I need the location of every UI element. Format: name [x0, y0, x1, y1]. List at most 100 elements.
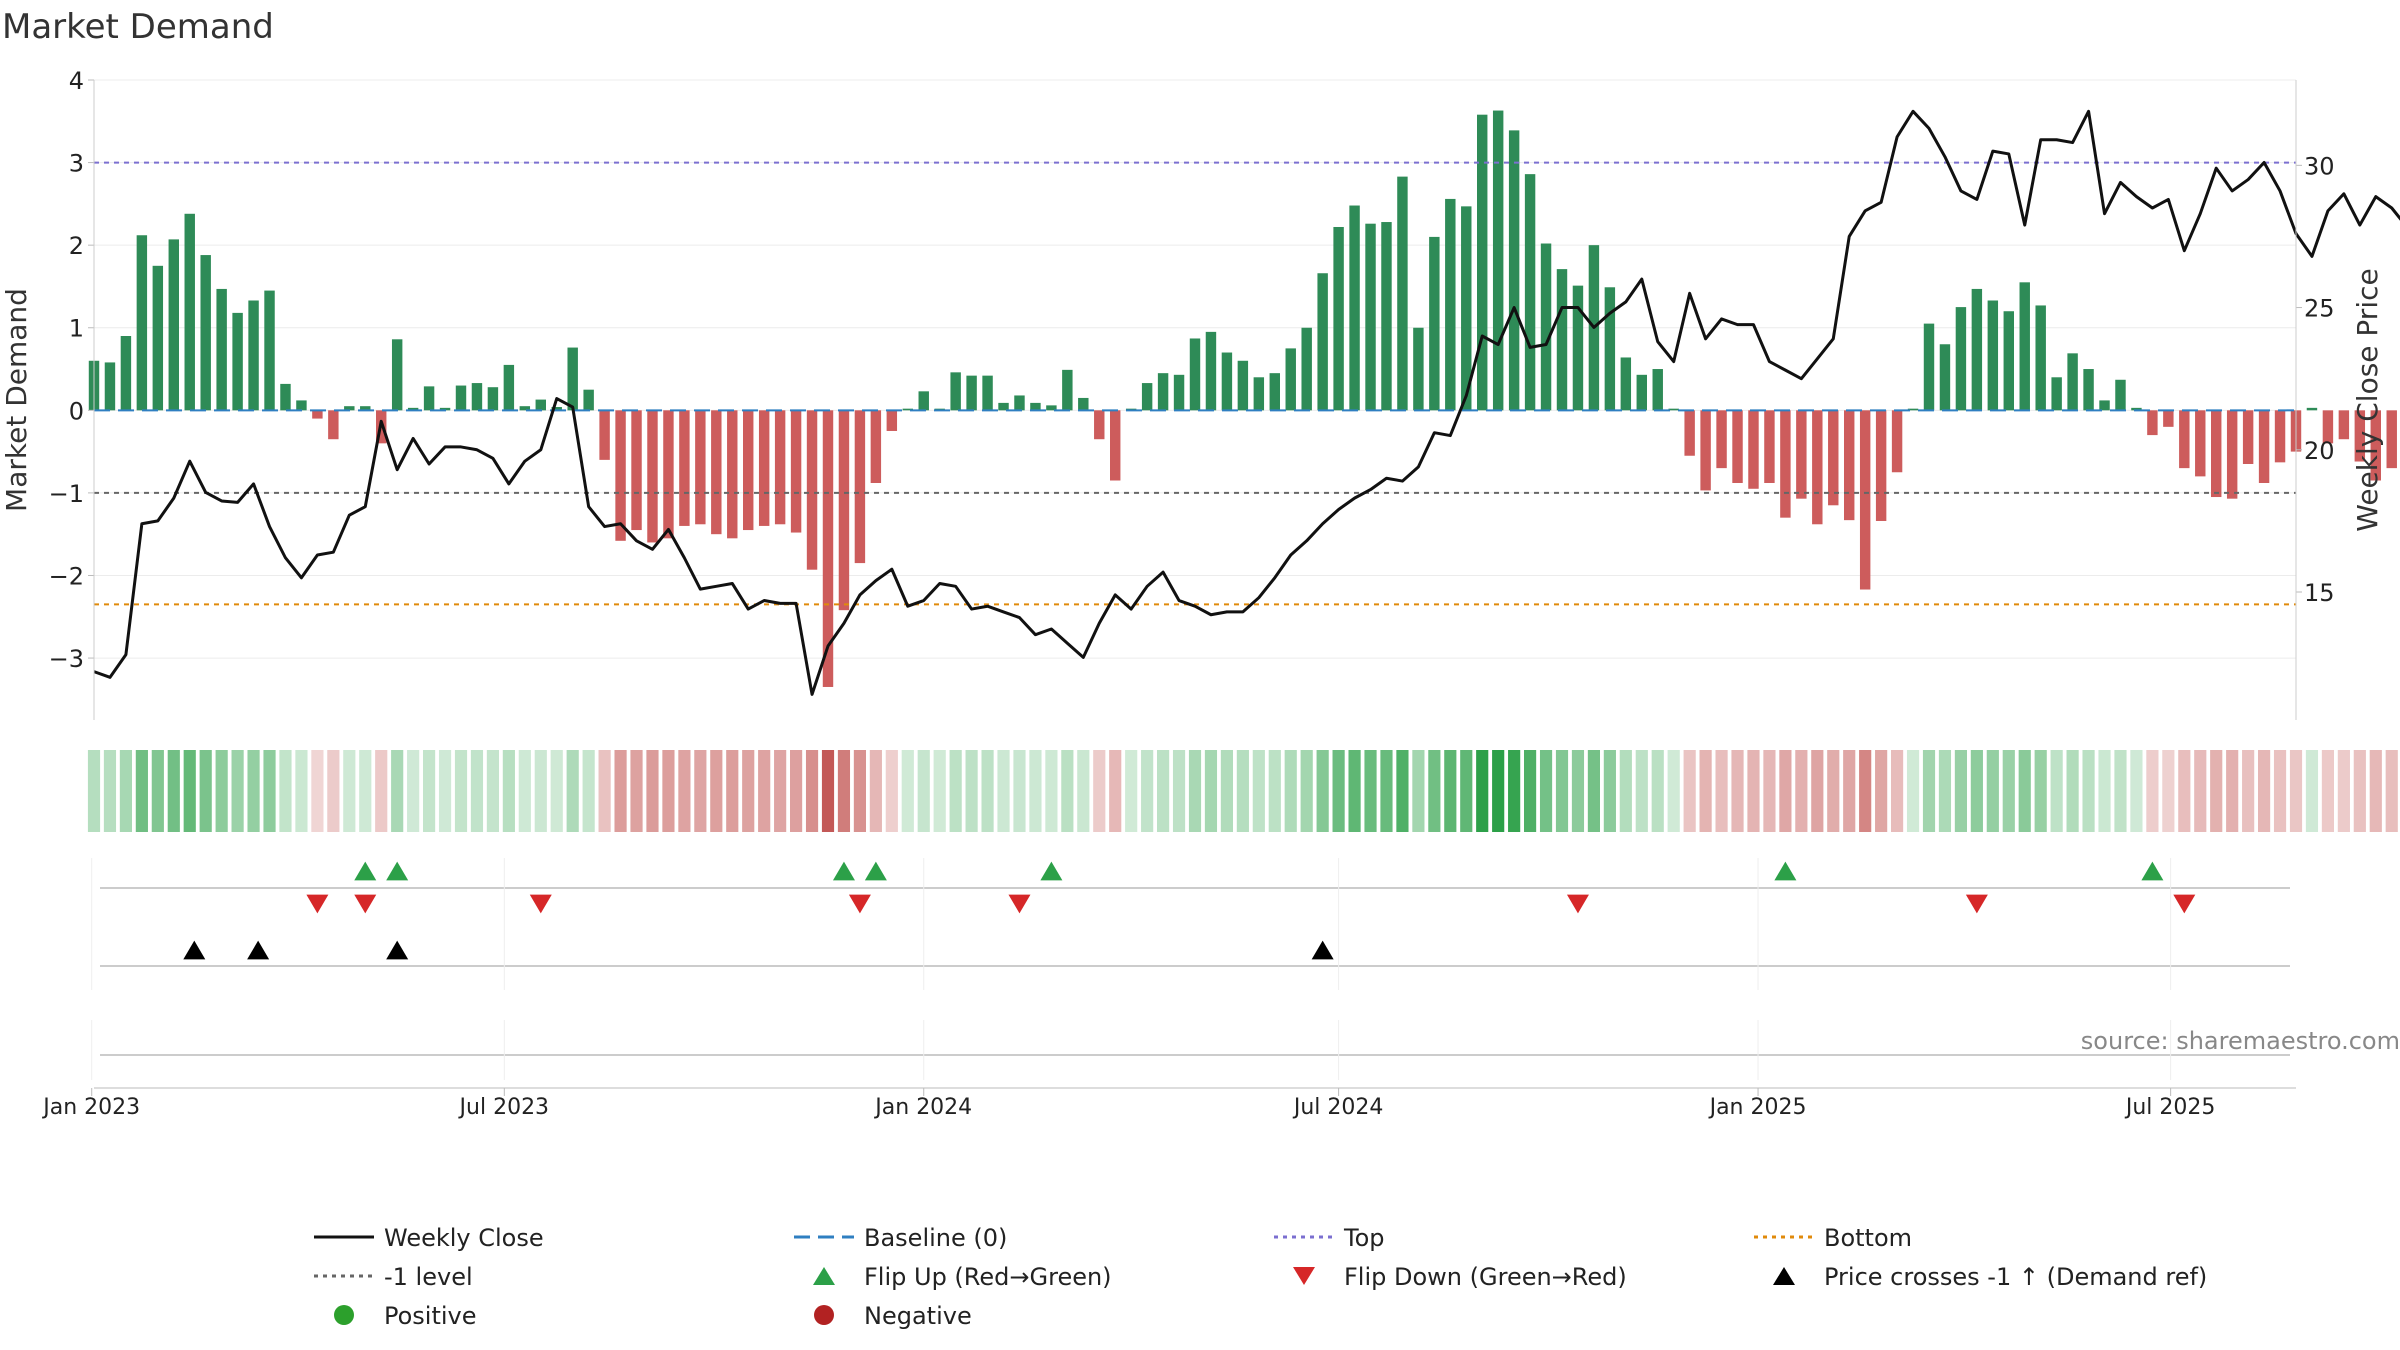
heat-cell [1396, 750, 1409, 832]
x-tick-label: Jan 2023 [41, 1095, 140, 1120]
heat-cell [1875, 750, 1888, 832]
legend-label: Bottom [1824, 1224, 1912, 1252]
price-cross-marker [386, 940, 409, 960]
heat-cell [486, 750, 499, 832]
heat-cell [790, 750, 803, 832]
legend-label: Baseline (0) [864, 1224, 1007, 1252]
positive-demand-bar [2035, 305, 2046, 411]
negative-demand-bar [1812, 410, 1823, 525]
positive-demand-bar [535, 399, 546, 411]
heat-cell [1268, 750, 1281, 832]
heat-cell [1603, 750, 1616, 832]
positive-demand-bar [120, 336, 132, 411]
positive-demand-bar [1030, 402, 1041, 411]
price-cross-marker [247, 940, 270, 960]
heat-cell [151, 750, 164, 832]
negative-demand-bar [1764, 410, 1775, 483]
x-tick-label: Jul 2023 [458, 1095, 550, 1120]
legend-label: Top [1343, 1224, 1385, 1252]
heat-cell [949, 750, 962, 832]
positive-demand-bar [1477, 114, 1488, 411]
heat-cell [1204, 750, 1218, 832]
positive-demand-bar [1540, 243, 1552, 411]
heat-cell [662, 750, 675, 832]
heat-cell [167, 750, 180, 832]
positive-demand-bar [2051, 377, 2062, 411]
positive-demand-bar [1461, 206, 1472, 411]
negative-demand-bar [2386, 410, 2397, 469]
legend-swatch-dot [334, 1305, 354, 1325]
positive-demand-bar [344, 406, 355, 411]
heat-cell [1077, 750, 1090, 832]
right-tick-label: 30 [2304, 152, 2335, 180]
heat-cell [2385, 750, 2398, 832]
heat-cell [917, 750, 930, 832]
negative-demand-bar [1780, 410, 1791, 518]
heat-cell [853, 750, 866, 832]
left-tick-label: −1 [49, 480, 84, 508]
positive-demand-bar [1301, 327, 1312, 411]
negative-demand-bar [790, 410, 802, 533]
heat-cell [614, 750, 627, 832]
heat-cell [1300, 750, 1313, 832]
negative-demand-bar [2226, 410, 2238, 499]
negative-demand-bar [599, 410, 610, 460]
heat-cell [1651, 750, 1664, 832]
heat-cell [678, 750, 691, 832]
heat-cell [1922, 750, 1936, 832]
heat-cell [1731, 750, 1744, 832]
positive-demand-bar [136, 235, 148, 411]
left-tick-label: −3 [49, 645, 84, 673]
negative-demand-bar [711, 410, 722, 535]
negative-demand-bar [1684, 410, 1695, 456]
positive-demand-bar [455, 385, 467, 411]
event-markers [91, 858, 2290, 1080]
positive-demand-bar [1189, 338, 1201, 411]
positive-demand-bar [1062, 369, 1073, 411]
legend: Weekly Close Baseline (0) Top Bottom -1 leve… [314, 1224, 2207, 1330]
negative-demand-bar [679, 410, 690, 526]
heat-cell [997, 750, 1010, 832]
heat-cell [454, 750, 468, 832]
axes: 4 3 2 1 0 −1 −2 −3 30 25 20 15 [49, 67, 2335, 720]
legend-item: Negative [814, 1302, 972, 1330]
flip-up-marker [386, 861, 409, 881]
positive-demand-bar [2019, 282, 2030, 411]
left-tick-label: 3 [69, 150, 84, 178]
positive-demand-bar [232, 312, 243, 411]
flip-down-marker [1965, 894, 1988, 914]
heat-cell [1188, 750, 1202, 832]
positive-demand-bar [950, 372, 961, 411]
heat-cell [1938, 750, 1952, 832]
price-line-group [93, 109, 2400, 696]
positive-demand-bar [216, 288, 227, 411]
negative-demand-bar [631, 410, 642, 531]
positive-demand-bar [2131, 407, 2142, 411]
negative-demand-bar [1110, 410, 1121, 481]
heat-cell [726, 750, 739, 832]
heat-cell [1284, 750, 1297, 832]
heat-cell [1125, 750, 1138, 832]
legend-label: Flip Up (Red→Green) [864, 1263, 1112, 1291]
positive-demand-bar [1157, 373, 1169, 411]
heat-cell [1380, 750, 1393, 832]
heat-cell [2353, 750, 2366, 832]
right-tick-label: 25 [2304, 295, 2335, 323]
heat-cell [646, 750, 659, 832]
heat-cell [1715, 750, 1728, 832]
heat-cell [582, 750, 595, 832]
heat-cell [423, 750, 436, 832]
heat-cell [1332, 750, 1345, 832]
positive-demand-bar [1205, 331, 1217, 411]
heat-cell [758, 750, 771, 832]
heat-cell [2337, 750, 2350, 832]
heat-cell [1827, 750, 1840, 832]
flip-up-marker [2141, 861, 2164, 881]
heat-cell [2002, 750, 2015, 832]
heat-cell [247, 750, 260, 832]
heat-cell [630, 750, 643, 832]
heat-cell [1619, 750, 1632, 832]
positive-demand-bar [1652, 369, 1663, 411]
legend-item: Flip Down (Green→Red) [1293, 1263, 1627, 1291]
